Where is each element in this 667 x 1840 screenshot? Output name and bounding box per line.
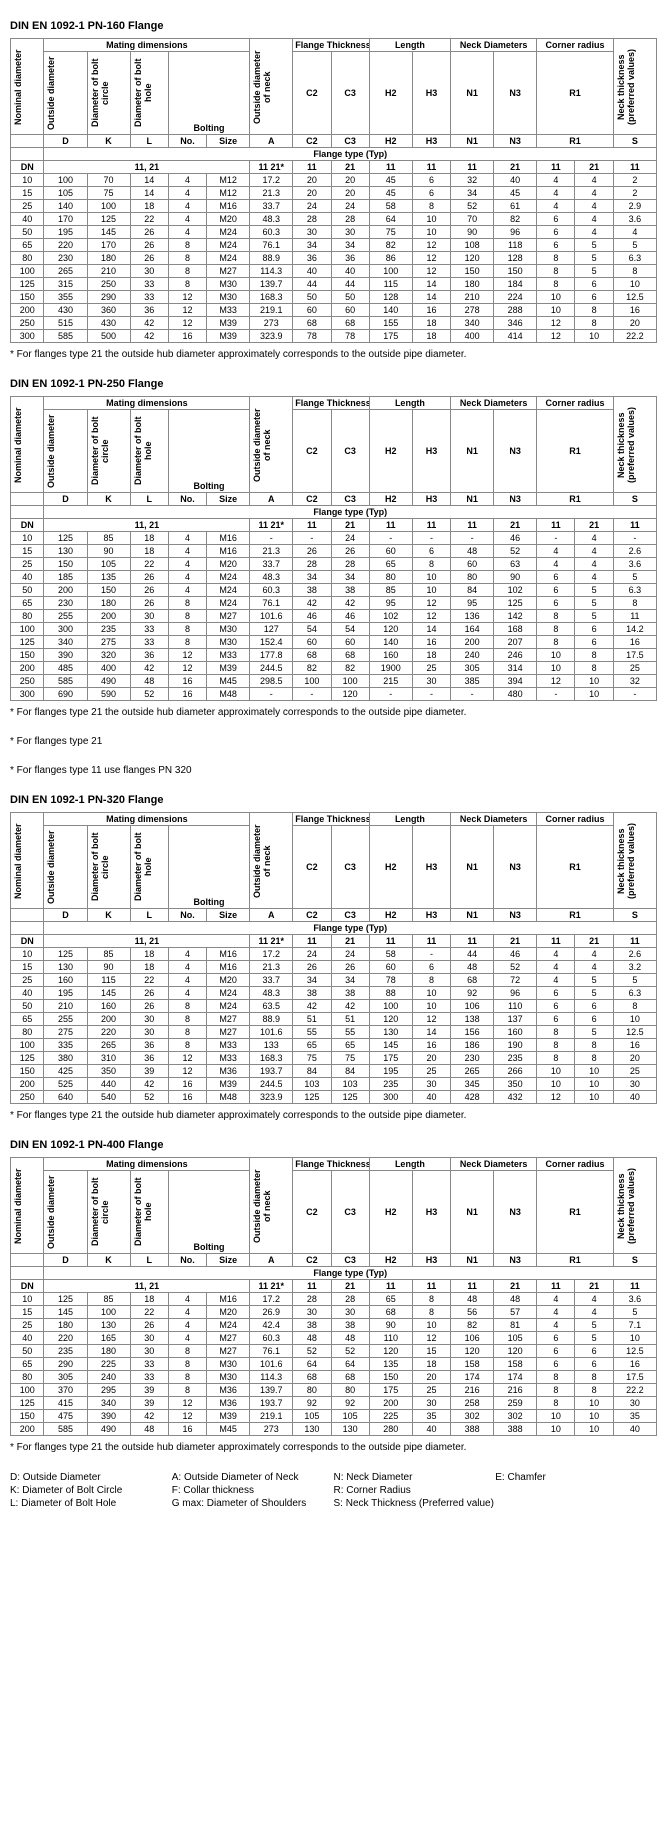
table-row: 15145100224M2026.930306885657445 — [11, 1306, 657, 1319]
table-row: 100335265368M331336565145161861908816 — [11, 1039, 657, 1052]
legend-item: L: Diameter of Bolt Hole — [10, 1497, 172, 1510]
table-row: 2506405405216M48323.91251253004042843212… — [11, 1091, 657, 1104]
table-row: 2505154304212M3927368681551834034612820 — [11, 317, 657, 330]
table-row: 2505854904816M45298.51001002153038539412… — [11, 675, 657, 688]
footnote: * For flanges type 11 use flanges PN 320 — [10, 765, 657, 776]
table-row: 40185135264M2448.3343480108090645 — [11, 571, 657, 584]
table-row: 100370295398M36139.78080175252162168822.… — [11, 1384, 657, 1397]
table-row: 1010070144M1217.220204563240442 — [11, 174, 657, 187]
legend-item: E: Chamfer — [495, 1471, 657, 1484]
flange-table: Nominal diameter Mating dimensions Outsi… — [10, 1157, 657, 1436]
table-row: 1510575144M1221.320204563445442 — [11, 187, 657, 200]
table-row: 80255200308M27101.64646102121361428511 — [11, 610, 657, 623]
table-row: 3005855004216M39323.97878175184004141210… — [11, 330, 657, 343]
table-row: 1504753904212M39219.11051052253530230210… — [11, 1410, 657, 1423]
table-row: 100265210308M27114.3404010012150150858 — [11, 265, 657, 278]
table-row: 25180130264M2442.4383890108281457.1 — [11, 1319, 657, 1332]
table-title: DIN EN 1092-1 PN-320 Flange — [10, 794, 657, 806]
table-row: 50210160268M2463.5424210010106110668 — [11, 1000, 657, 1013]
table-title: DIN EN 1092-1 PN-400 Flange — [10, 1139, 657, 1151]
footnote: * For flanges type 21 the outside hub di… — [10, 1110, 657, 1121]
table-row: 40195145264M2448.3383888109296656.3 — [11, 987, 657, 1000]
table-row: 1012585184M1617.228286584848443.6 — [11, 1293, 657, 1306]
table-row: 2004303603612M33219.16060140162782881081… — [11, 304, 657, 317]
legend-item: R: Corner Radius — [334, 1484, 496, 1497]
footnote: * For flanges type 21 — [10, 736, 657, 747]
table-row: 65255200308M2788.95151120121381376610 — [11, 1013, 657, 1026]
table-title: DIN EN 1092-1 PN-250 Flange — [10, 378, 657, 390]
table-row: 100300235338M301275454120141641688614.2 — [11, 623, 657, 636]
flange-table: Nominal diameter Mating dimensions Outsi… — [10, 38, 657, 343]
table-row: 50235180308M2776.15252120151201206612.5 — [11, 1345, 657, 1358]
table-title: DIN EN 1092-1 PN-160 Flange — [10, 20, 657, 32]
table-row: 3006905905216M48--120---480-10- — [11, 688, 657, 701]
legend-item: D: Outside Diameter — [10, 1471, 172, 1484]
table-row: 65230180268M2476.14242951295125658 — [11, 597, 657, 610]
legend-item — [495, 1497, 657, 1510]
table-row: 65290225338M30101.66464135181581586616 — [11, 1358, 657, 1371]
table-row: 80305240338M30114.36868150201741748817.5 — [11, 1371, 657, 1384]
table-row: 80230180268M2488.936368612120128856.3 — [11, 252, 657, 265]
footnote: * For flanges type 21 the outside hub di… — [10, 349, 657, 360]
table-row: 1513090184M1621.326266064852443.2 — [11, 961, 657, 974]
legend-item: F: Collar thickness — [172, 1484, 334, 1497]
table-row: 25150105224M2033.728286586063443.6 — [11, 558, 657, 571]
legend-item: G max: Diameter of Shoulders — [172, 1497, 334, 1510]
table-row: 40170125224M2048.3282864107082643.6 — [11, 213, 657, 226]
legend-item: S: Neck Thickness (Preferred value) — [334, 1497, 496, 1510]
table-row: 1503552903312M30168.35050128142102241061… — [11, 291, 657, 304]
table-row: 40220165304M2760.34848110121061056510 — [11, 1332, 657, 1345]
legend-item: A: Outside Diameter of Neck — [172, 1471, 334, 1484]
table-row: 65220170268M2476.134348212108118655 — [11, 239, 657, 252]
table-row: 1513090184M1621.326266064852442.6 — [11, 545, 657, 558]
table-row: 1254153403912M36193.79292200302582598103… — [11, 1397, 657, 1410]
legend-item: K: Diameter of Bolt Circle — [10, 1484, 172, 1497]
legend: D: Outside DiameterA: Outside Diameter o… — [10, 1471, 657, 1510]
table-row: 50195145264M2460.3303075109096644 — [11, 226, 657, 239]
table-row: 80275220308M27101.65555130141561608512.5 — [11, 1026, 657, 1039]
flange-table: Nominal diameter Mating dimensions Outsi… — [10, 812, 657, 1104]
table-row: 25140100184M1633.724245885261442.9 — [11, 200, 657, 213]
footnote: * For flanges type 21 the outside hub di… — [10, 1442, 657, 1453]
legend-item — [495, 1484, 657, 1497]
table-row: 125315250338M30139.74444115141801848610 — [11, 278, 657, 291]
table-row: 2005854904816M45273130130280403883881010… — [11, 1423, 657, 1436]
table-row: 50200150264M2460.33838851084102656.3 — [11, 584, 657, 597]
legend-item: N: Neck Diameter — [334, 1471, 496, 1484]
flange-table: Nominal diameter Mating dimensions Outsi… — [10, 396, 657, 701]
table-row: 1504253503912M36193.78484195252652661010… — [11, 1065, 657, 1078]
table-row: 1253803103612M33168.37575175202302358820 — [11, 1052, 657, 1065]
table-row: 25160115224M2033.734347886872455 — [11, 974, 657, 987]
table-row: 125340275338M30152.46060140162002078616 — [11, 636, 657, 649]
table-row: 2005254404216M39244.51031032353034535010… — [11, 1078, 657, 1091]
table-row: 1503903203612M33177.86868160182402461081… — [11, 649, 657, 662]
footnote: * For flanges type 21 the outside hub di… — [10, 707, 657, 718]
table-row: 2004854004212M39244.58282190025305314108… — [11, 662, 657, 675]
table-row: 1012585184M16--24---46-4- — [11, 532, 657, 545]
table-row: 1012585184M1617.2242458-4446442.6 — [11, 948, 657, 961]
